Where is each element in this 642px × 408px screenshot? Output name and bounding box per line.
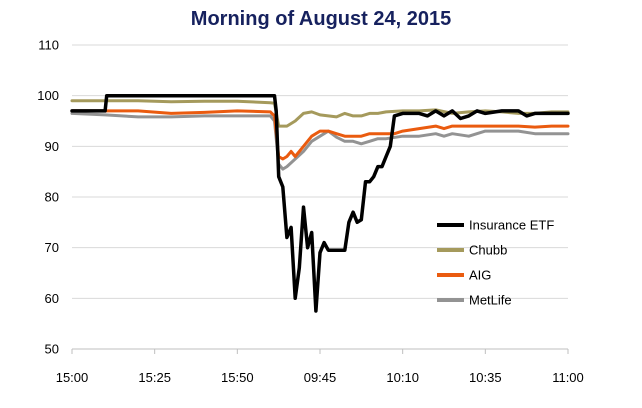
legend: Insurance ETF Chubb AIG MetLife [437, 218, 554, 308]
y-tick-label: 100 [37, 88, 59, 103]
legend-label: Chubb [469, 243, 507, 258]
y-tick-label: 80 [45, 190, 59, 205]
legend-label: Insurance ETF [469, 218, 554, 233]
series-line-insurance-etf [70, 93, 570, 313]
series-line-metlife [70, 111, 570, 171]
series-line-aig [70, 109, 570, 161]
y-tick-label: 90 [45, 139, 59, 154]
x-tick-label: 10:10 [386, 370, 419, 385]
x-tick-label: 09:45 [304, 370, 337, 385]
y-tick-label: 70 [45, 240, 59, 255]
x-tick-label: 11:00 [552, 370, 584, 385]
legend-label: MetLife [469, 293, 512, 308]
series-lines [70, 93, 570, 313]
chart-title: Morning of August 24, 2015 [190, 8, 452, 30]
x-tick-label: 15:25 [138, 370, 171, 385]
x-tick-labels: 15:00 15:25 15:50 09:45 10:10 10:35 11:00 [56, 370, 584, 385]
legend-label: AIG [469, 268, 491, 283]
gridlines [72, 44, 568, 299]
y-tick-labels: 50 60 70 80 90 100 110 [37, 38, 59, 357]
y-tick-label: 50 [45, 342, 59, 357]
x-tick-label: 15:50 [221, 370, 254, 385]
x-tick-label: 15:00 [56, 370, 89, 385]
y-tick-label: 60 [45, 291, 59, 306]
x-tick-label: 10:35 [469, 370, 502, 385]
x-axis [71, 348, 569, 354]
y-tick-label: 110 [38, 38, 59, 53]
